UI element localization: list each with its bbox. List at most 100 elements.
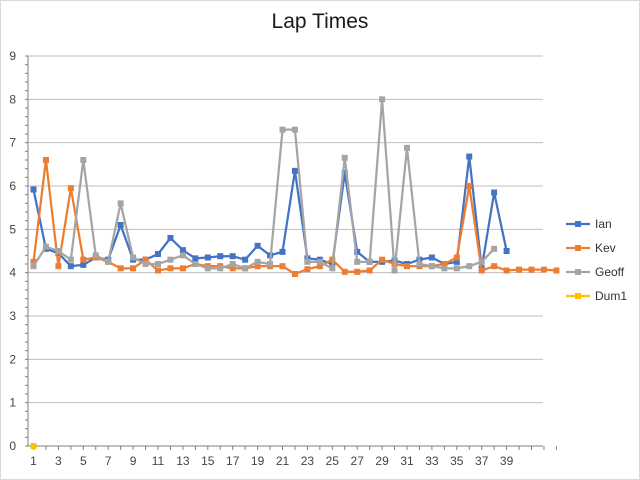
data-point-geoff [478, 258, 485, 265]
series-line-geoff [32, 98, 495, 272]
x-tick-label: 1 [30, 454, 37, 468]
data-point-kev [155, 267, 161, 274]
y-tick-label: 6 [9, 179, 16, 193]
data-point-kev [55, 263, 62, 270]
y-tick-label: 1 [9, 396, 16, 410]
data-point-kev [117, 265, 124, 272]
data-point-kev [130, 265, 137, 272]
data-point-geoff [179, 252, 186, 259]
data-point-kev [341, 268, 348, 275]
data-point-kev [453, 254, 460, 261]
data-point-ian [466, 153, 473, 160]
data-point-geoff [491, 245, 498, 252]
y-tick-label: 8 [9, 92, 16, 106]
data-point-kev [404, 263, 410, 270]
data-point-kev [291, 270, 298, 277]
data-point-geoff [453, 265, 460, 272]
data-point-ian [117, 222, 124, 228]
data-point-kev [279, 263, 286, 270]
legend-swatch-marker [575, 221, 581, 227]
data-point-geoff [428, 263, 435, 270]
data-point-geoff [130, 254, 137, 261]
data-point-geoff [167, 256, 174, 263]
data-point-geoff [117, 200, 124, 207]
x-tick-label: 13 [176, 454, 190, 468]
data-point-kev [379, 256, 386, 263]
data-point-kev [304, 266, 311, 273]
data-point-geoff [366, 258, 373, 265]
x-tick-label: 39 [500, 454, 514, 468]
data-point-geoff [217, 265, 224, 272]
data-point-geoff [92, 252, 99, 259]
data-point-kev [491, 263, 498, 270]
data-point-kev [179, 265, 186, 272]
x-tick-label: 27 [351, 454, 365, 468]
data-point-ian [217, 253, 224, 260]
data-point-ian [279, 248, 286, 255]
legend-label: Kev [595, 241, 616, 255]
series-line-ian [32, 155, 508, 270]
data-point-ian [491, 189, 498, 196]
data-point-kev [30, 258, 37, 265]
data-point-geoff [391, 267, 398, 274]
data-point-ian [30, 186, 37, 193]
x-tick-label: 15 [201, 454, 215, 468]
y-tick-label: 9 [9, 49, 16, 63]
data-point-geoff [254, 258, 261, 265]
data-point-ian [229, 253, 236, 260]
data-point-kev [254, 263, 261, 270]
data-point-geoff [304, 258, 311, 265]
data-point-geoff [30, 263, 37, 270]
legend-label: Dum1 [595, 289, 627, 303]
data-point-kev [354, 268, 361, 275]
legend-item-kev: Kev [566, 241, 616, 255]
series-dum1 [30, 443, 37, 449]
data-point-kev [42, 157, 49, 163]
data-point-kev [229, 265, 236, 272]
data-point-ian [254, 242, 261, 249]
data-point-kev [441, 261, 448, 267]
data-point-geoff [229, 261, 236, 267]
data-point-kev [540, 266, 547, 273]
data-point-geoff [142, 261, 149, 267]
x-tick-label: 37 [475, 454, 489, 468]
data-point-kev [528, 266, 535, 273]
data-point-kev [67, 185, 74, 192]
data-point-ian [179, 247, 186, 254]
data-point-ian [453, 258, 460, 265]
x-tick-label: 33 [425, 454, 439, 468]
data-point-geoff [341, 154, 348, 161]
data-point-ian [155, 251, 161, 258]
data-point-kev [366, 267, 373, 274]
legend-swatch-marker [575, 245, 581, 251]
x-tick-label: 35 [450, 454, 464, 468]
x-tick-label: 7 [105, 454, 112, 468]
data-point-geoff [404, 144, 410, 151]
legend-item-ian: Ian [566, 217, 612, 231]
data-point-geoff [354, 258, 361, 265]
legend-item-geoff: Geoff [566, 265, 625, 279]
data-point-geoff [80, 157, 87, 163]
data-point-geoff [204, 265, 211, 272]
legend-label: Geoff [595, 265, 625, 279]
data-point-kev [516, 266, 523, 273]
y-tick-label: 0 [9, 439, 16, 453]
x-tick-label: 29 [375, 454, 389, 468]
x-tick-label: 17 [226, 454, 240, 468]
data-point-geoff [55, 248, 62, 254]
data-point-kev [167, 265, 174, 272]
x-tick-label: 19 [251, 454, 265, 468]
data-point-geoff [316, 258, 323, 265]
data-point-ian [291, 167, 298, 174]
data-point-geoff [329, 265, 336, 272]
data-point-ian [67, 263, 74, 270]
data-point-ian [192, 255, 199, 262]
x-tick-label: 11 [152, 454, 165, 468]
series-geoff [30, 96, 498, 274]
data-point-kev [478, 267, 485, 274]
data-point-ian [204, 254, 211, 261]
data-point-ian [428, 254, 435, 261]
data-point-geoff [267, 261, 274, 267]
data-point-geoff [67, 256, 74, 263]
data-point-geoff [155, 261, 161, 267]
